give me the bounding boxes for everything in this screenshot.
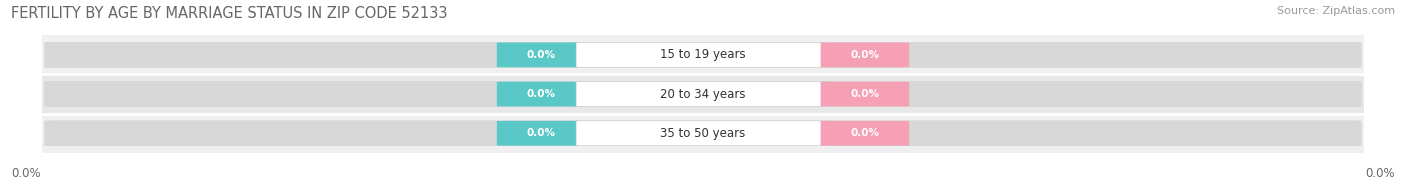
- FancyBboxPatch shape: [496, 121, 585, 146]
- FancyBboxPatch shape: [576, 82, 830, 106]
- Text: 0.0%: 0.0%: [527, 89, 555, 99]
- FancyBboxPatch shape: [821, 43, 910, 67]
- Text: FERTILITY BY AGE BY MARRIAGE STATUS IN ZIP CODE 52133: FERTILITY BY AGE BY MARRIAGE STATUS IN Z…: [11, 6, 447, 21]
- FancyBboxPatch shape: [496, 82, 585, 106]
- Bar: [42, 74, 1364, 114]
- FancyBboxPatch shape: [576, 43, 830, 67]
- FancyBboxPatch shape: [496, 43, 585, 67]
- Text: 0.0%: 0.0%: [851, 128, 879, 138]
- Text: Source: ZipAtlas.com: Source: ZipAtlas.com: [1277, 6, 1395, 16]
- Text: 0.0%: 0.0%: [527, 128, 555, 138]
- Text: 20 to 34 years: 20 to 34 years: [661, 88, 745, 101]
- FancyBboxPatch shape: [821, 82, 910, 106]
- FancyBboxPatch shape: [45, 42, 1361, 67]
- Bar: [42, 114, 1364, 153]
- Text: 0.0%: 0.0%: [851, 50, 879, 60]
- Text: 35 to 50 years: 35 to 50 years: [661, 127, 745, 140]
- Text: 0.0%: 0.0%: [11, 167, 41, 180]
- FancyBboxPatch shape: [45, 121, 1361, 146]
- FancyBboxPatch shape: [45, 82, 1361, 107]
- Text: 15 to 19 years: 15 to 19 years: [661, 48, 745, 61]
- FancyBboxPatch shape: [576, 121, 830, 146]
- Text: 0.0%: 0.0%: [527, 50, 555, 60]
- Bar: [42, 35, 1364, 74]
- Text: 0.0%: 0.0%: [1365, 167, 1395, 180]
- Text: 0.0%: 0.0%: [851, 89, 879, 99]
- FancyBboxPatch shape: [821, 121, 910, 146]
